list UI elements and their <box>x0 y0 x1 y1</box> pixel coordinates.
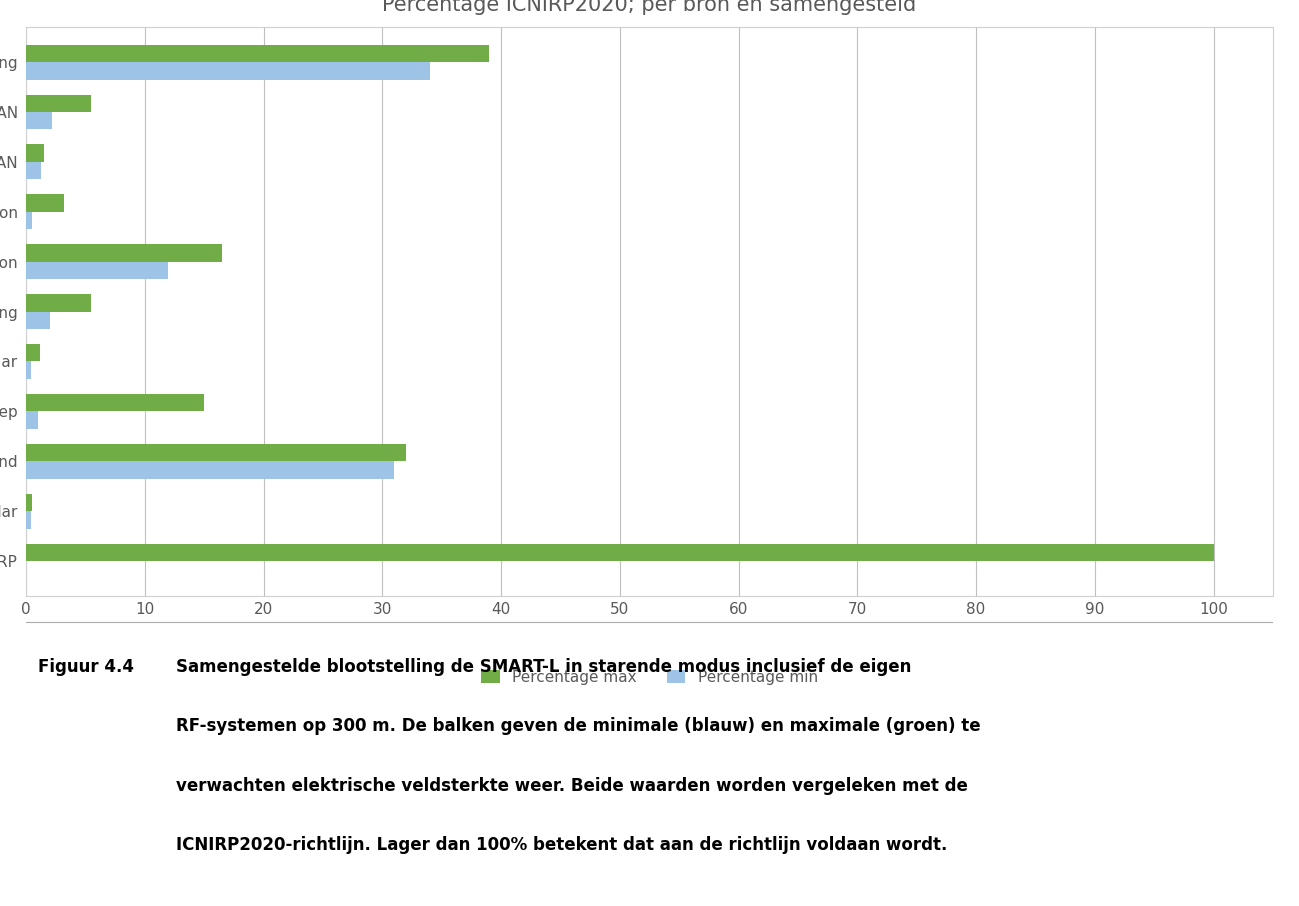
Legend: Percentage max, Percentage min: Percentage max, Percentage min <box>475 663 824 690</box>
Bar <box>26 361 31 379</box>
Bar <box>26 312 49 329</box>
Text: RF-systemen op 300 m. De balken geven de minimale (blauw) en maximale (groen) te: RF-systemen op 300 m. De balken geven de… <box>175 718 981 736</box>
Bar <box>26 511 31 529</box>
Bar <box>26 94 91 112</box>
Bar <box>26 411 38 429</box>
Bar <box>26 195 64 212</box>
Bar <box>26 245 222 262</box>
Bar <box>26 212 32 229</box>
Bar <box>26 63 430 80</box>
Bar <box>26 294 91 312</box>
Bar <box>26 262 169 279</box>
Text: Figuur 4.4: Figuur 4.4 <box>39 658 135 676</box>
Bar <box>26 461 394 478</box>
Bar <box>26 112 52 130</box>
Bar <box>26 544 1213 561</box>
Bar <box>26 344 40 361</box>
Text: verwachten elektrische veldsterkte weer. Beide waarden worden vergeleken met de: verwachten elektrische veldsterkte weer.… <box>175 776 968 795</box>
Bar <box>26 394 204 411</box>
Bar <box>26 44 490 63</box>
Text: ICNIRP2020-richtlijn. Lager dan 100% betekent dat aan de richtlijn voldaan wordt: ICNIRP2020-richtlijn. Lager dan 100% bet… <box>175 836 947 854</box>
Text: Samengestelde blootstelling de SMART-L in starende modus inclusief de eigen: Samengestelde blootstelling de SMART-L i… <box>175 658 911 676</box>
Bar <box>26 162 42 179</box>
Bar <box>26 444 407 461</box>
Bar <box>26 494 32 511</box>
Bar <box>26 144 44 162</box>
Title: Percentage ICNIRP2020; per bron en samengesteld: Percentage ICNIRP2020; per bron en samen… <box>382 0 917 14</box>
